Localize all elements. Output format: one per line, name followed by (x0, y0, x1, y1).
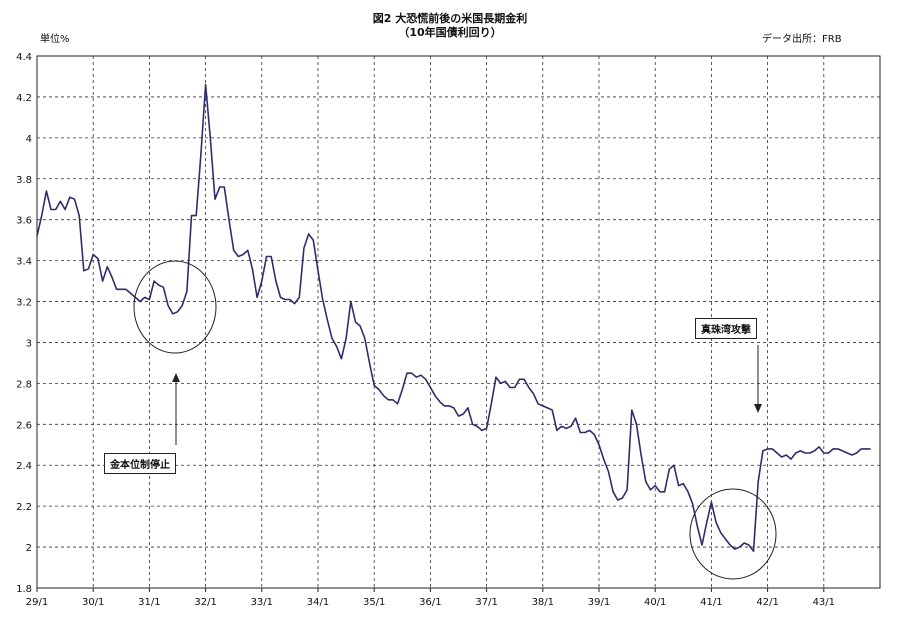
y-tick-label: 4.2 (16, 93, 32, 104)
x-tick-label: 30/1 (82, 597, 104, 608)
x-tick-label: 42/1 (756, 597, 778, 608)
pearl-harbor-circle (689, 488, 777, 580)
y-tick-label: 4 (26, 134, 32, 145)
x-tick-label: 36/1 (419, 597, 441, 608)
y-tick-label: 3 (26, 338, 32, 349)
x-tick-label: 29/1 (26, 597, 48, 608)
y-tick-label: 3.2 (16, 298, 32, 309)
x-tick-label: 37/1 (475, 597, 497, 608)
y-tick-label: 4.4 (16, 52, 32, 63)
series-layer (36, 83, 871, 553)
x-tick-label: 31/1 (138, 597, 160, 608)
y-tick-label: 1.8 (16, 584, 32, 595)
y-tick-label: 2.2 (16, 502, 32, 513)
x-tick-label: 39/1 (588, 597, 610, 608)
x-tick-label: 40/1 (644, 597, 666, 608)
y-tick-label: 2.4 (16, 461, 32, 472)
y-tick-label: 2 (26, 543, 32, 554)
gold-suspension-arrow-head (172, 373, 180, 382)
y-tick-label: 3.4 (16, 257, 32, 268)
chart-title: 図2 大恐慌前後の米国長期金利 (372, 12, 528, 25)
yield-series-line (36, 83, 871, 553)
x-tick-label: 35/1 (363, 597, 385, 608)
x-tick-label: 43/1 (813, 597, 835, 608)
y-tick-label: 2.8 (16, 379, 32, 390)
x-tick-label: 32/1 (194, 597, 216, 608)
chart-subtitle: （10年国債利回り） (398, 26, 502, 39)
plot-frame (36, 55, 881, 589)
y-tick-label: 2.6 (16, 420, 32, 431)
gold-suspension-circle (133, 260, 217, 354)
data-source-label: データ出所：FRB (762, 34, 842, 45)
y-axis: 1.8 2 2.2 2.4 2.6 2.8 3 3.2 3.4 3.6 3.8 4 4.2 4.4 (16, 52, 32, 595)
x-tick-label: 41/1 (700, 597, 722, 608)
pearl-harbor-arrow-head (754, 404, 762, 413)
y-axis-unit-label: 単位% (40, 34, 70, 45)
gold-suspension-callout: 金本位制停止 (104, 453, 176, 474)
annotation-layer (133, 260, 777, 580)
pearl-harbor-callout: 真珠湾攻撃 (695, 318, 757, 339)
x-tick-label: 33/1 (251, 597, 273, 608)
x-axis: 29/1 30/1 31/1 32/1 33/1 34/1 35/1 36/1 37/1 38/1… (26, 588, 835, 608)
y-tick-label: 3.8 (16, 175, 32, 186)
x-tick-label: 38/1 (532, 597, 554, 608)
y-tick-label: 3.6 (16, 216, 32, 227)
x-tick-label: 34/1 (307, 597, 329, 608)
